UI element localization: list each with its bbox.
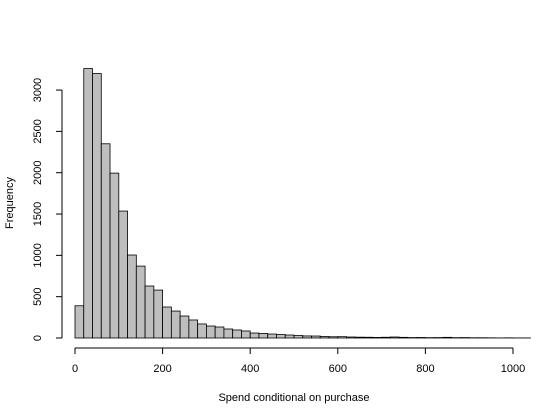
y-tick-label: 1500 bbox=[32, 202, 44, 226]
bar bbox=[162, 306, 172, 339]
bar bbox=[100, 143, 111, 339]
bar bbox=[293, 335, 304, 339]
bar bbox=[398, 336, 409, 339]
bar bbox=[223, 328, 234, 339]
y-tick-label: 0 bbox=[32, 335, 44, 341]
bar bbox=[109, 172, 120, 339]
bar bbox=[179, 315, 190, 339]
bar bbox=[241, 330, 251, 339]
y-tick-label: 1000 bbox=[32, 243, 44, 267]
bar bbox=[232, 329, 242, 339]
bar bbox=[346, 336, 356, 339]
bar bbox=[74, 305, 85, 339]
bar bbox=[83, 68, 93, 339]
y-tick-label: 2000 bbox=[32, 160, 44, 184]
x-axis-label: Spend conditional on purchase bbox=[218, 392, 369, 404]
bar bbox=[127, 254, 137, 339]
bar bbox=[284, 334, 295, 339]
bar bbox=[354, 336, 365, 339]
bar bbox=[372, 337, 382, 339]
x-tick-label: 800 bbox=[416, 363, 434, 375]
bar bbox=[276, 334, 286, 339]
bar bbox=[328, 336, 339, 339]
bar bbox=[214, 326, 225, 339]
bar bbox=[188, 319, 199, 339]
bar bbox=[170, 310, 181, 339]
y-tick-label: 3000 bbox=[32, 78, 44, 102]
bar bbox=[389, 336, 400, 339]
bar bbox=[258, 333, 269, 339]
bar bbox=[363, 336, 374, 339]
bar bbox=[205, 325, 216, 339]
x-tick-label: 1000 bbox=[501, 363, 525, 375]
bar bbox=[197, 323, 207, 339]
bar bbox=[442, 336, 453, 339]
bar bbox=[267, 333, 277, 339]
x-tick-label: 400 bbox=[241, 363, 259, 375]
bar bbox=[249, 332, 260, 339]
bar bbox=[135, 265, 146, 339]
x-tick-label: 600 bbox=[329, 363, 347, 375]
bar bbox=[153, 289, 163, 339]
y-tick-label: 500 bbox=[32, 287, 44, 305]
bar bbox=[302, 335, 312, 339]
bar bbox=[92, 73, 102, 339]
bar bbox=[118, 210, 128, 339]
x-tick-label: 0 bbox=[72, 363, 78, 375]
bar bbox=[381, 336, 391, 339]
bar bbox=[337, 336, 347, 339]
bar bbox=[319, 336, 330, 339]
x-tick-label: 200 bbox=[153, 363, 171, 375]
y-tick-label: 2500 bbox=[32, 119, 44, 143]
bar bbox=[144, 285, 155, 339]
bar bbox=[311, 335, 321, 339]
y-axis-label: Frequency bbox=[4, 177, 16, 229]
